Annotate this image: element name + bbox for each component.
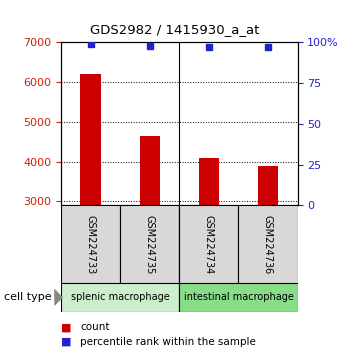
Bar bbox=[61, 283, 180, 312]
Bar bbox=[180, 205, 238, 283]
Text: GSM224736: GSM224736 bbox=[263, 215, 273, 274]
Text: GSM224735: GSM224735 bbox=[145, 215, 155, 274]
Text: cell type: cell type bbox=[4, 292, 51, 302]
Text: ■: ■ bbox=[61, 322, 72, 332]
Bar bbox=[61, 205, 120, 283]
Text: count: count bbox=[80, 322, 110, 332]
Bar bbox=[80, 74, 101, 320]
Text: GDS2982 / 1415930_a_at: GDS2982 / 1415930_a_at bbox=[90, 23, 260, 36]
Bar bbox=[180, 283, 298, 312]
Text: ■: ■ bbox=[61, 337, 72, 347]
Text: GSM224733: GSM224733 bbox=[86, 215, 96, 274]
Bar bbox=[120, 205, 179, 283]
Polygon shape bbox=[54, 289, 63, 306]
Bar bbox=[198, 158, 219, 320]
Bar bbox=[238, 205, 298, 283]
Text: intestinal macrophage: intestinal macrophage bbox=[183, 292, 293, 302]
Text: GSM224734: GSM224734 bbox=[204, 215, 214, 274]
Text: percentile rank within the sample: percentile rank within the sample bbox=[80, 337, 256, 347]
Text: splenic macrophage: splenic macrophage bbox=[71, 292, 170, 302]
Bar bbox=[258, 166, 278, 320]
Bar bbox=[140, 136, 160, 320]
